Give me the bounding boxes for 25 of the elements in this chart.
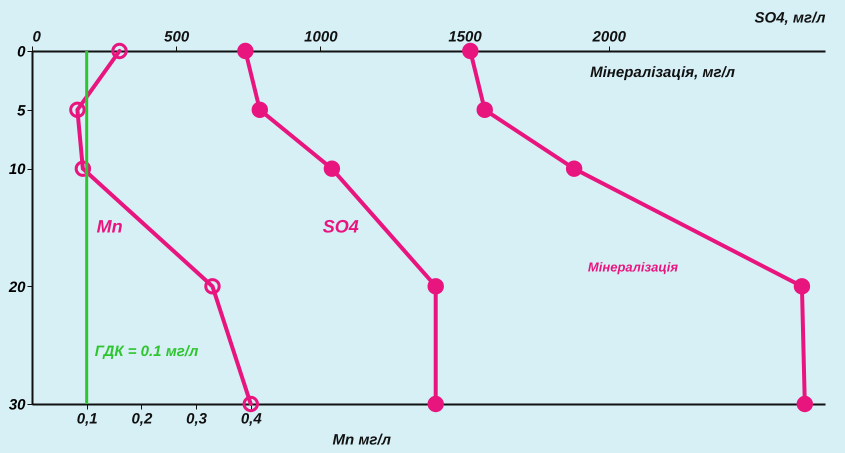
series-label: Mn [96,216,123,236]
series-label: SO4 [322,216,359,236]
x-tick-label: 0,3 [186,410,208,428]
y-tick-label: 20 [8,278,26,296]
annotation: Мінералізація, мг/л [590,64,736,82]
x2-tick-label: 1000 [304,28,338,46]
x2-tick-label: 1500 [448,28,482,46]
point [69,102,86,118]
y-tick-label: 5 [17,102,26,120]
x2-tick-label: 500 [164,28,190,46]
point [111,42,128,60]
y-tick-label: 30 [8,396,26,414]
x-tick-label: 0,4 [240,410,262,428]
y-tick-label: 0 [17,44,26,60]
x-tick-label: 0,1 [76,410,98,428]
point [242,396,259,412]
y-tick-label: 10 [8,161,26,178]
x2-axis-title: SO4, мг/л [754,10,826,26]
text: Мінералізація [588,260,678,274]
ref-line-label: ГДК = 0.1 мг/л [94,343,199,360]
point [204,278,221,295]
x2-tick-label: 2000 [592,28,627,46]
x2-tick-label: 0 [32,28,42,46]
x-tick-label: 0,2 [131,410,153,428]
x-axis-title: Mn мг/л [332,432,392,448]
